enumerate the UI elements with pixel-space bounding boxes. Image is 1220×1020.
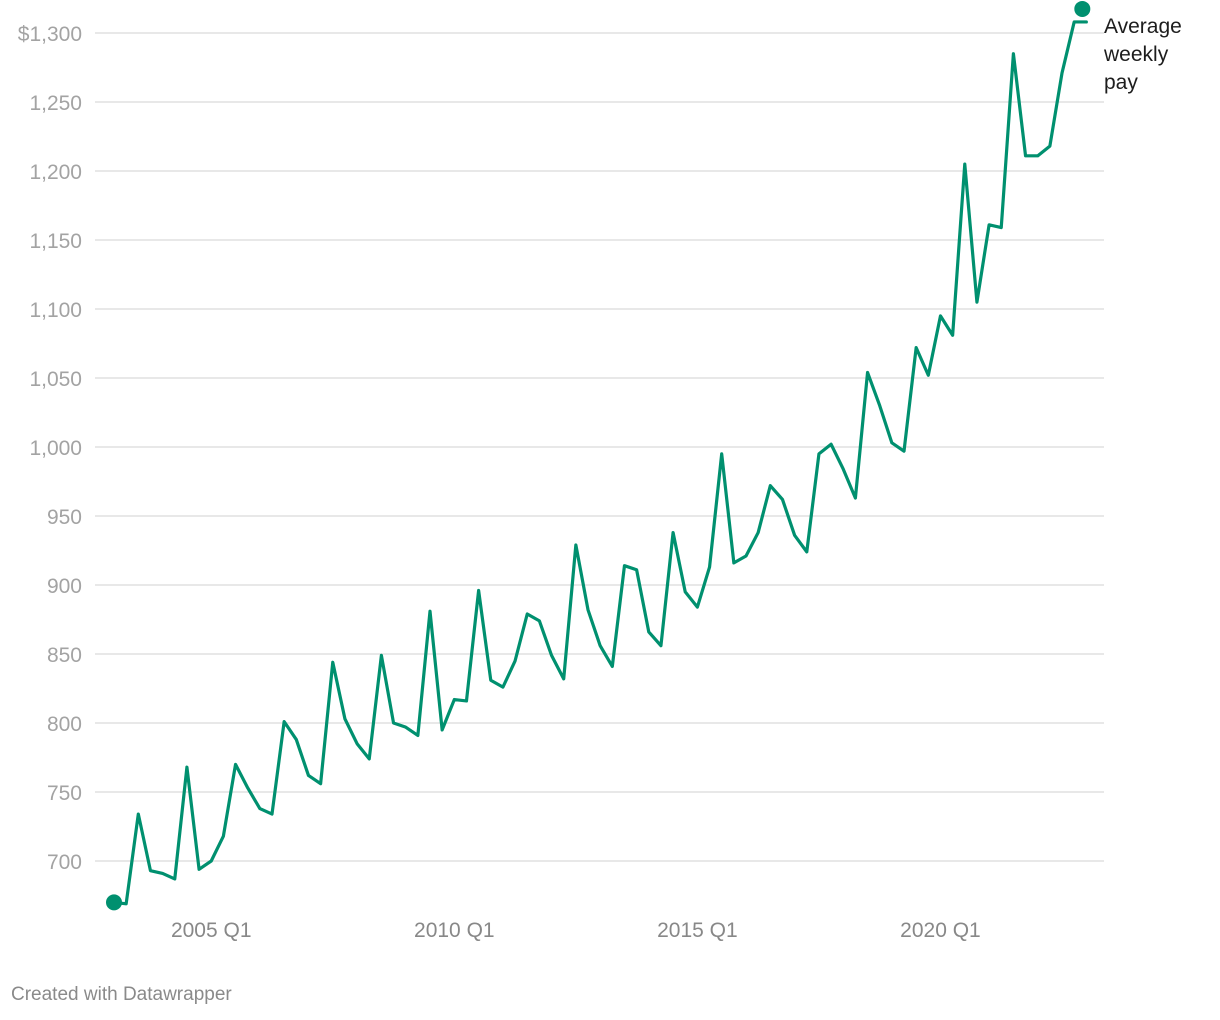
series-label: Average weekly pay (1103, 15, 1188, 94)
y-axis-ticks: $1,300 1,250 1,200 1,150 1,100 1,050 1,000 950 9… (18, 23, 82, 874)
y-tick-label: 1,050 (29, 368, 82, 391)
end-point (1074, 0, 1091, 17)
y-tick-label: 1,250 (29, 92, 82, 115)
line-chart: $1,300 1,250 1,200 1,150 1,100 1,050 1,000 950 9… (18, 0, 1188, 942)
x-tick-label: 2015 Q1 (657, 919, 738, 942)
y-tick-label: 700 (47, 851, 82, 874)
series-line-average-weekly-pay (112, 20, 1088, 906)
series-label-line: Average (1104, 15, 1182, 38)
y-tick-label: 800 (47, 713, 82, 736)
y-tick-label: 1,200 (29, 161, 82, 184)
series-label-line: pay (1104, 71, 1138, 94)
x-tick-label: 2010 Q1 (414, 919, 495, 942)
y-tick-label: 1,100 (29, 299, 82, 322)
x-axis-ticks: 2005 Q1 2010 Q1 2015 Q1 2020 Q1 (171, 919, 981, 942)
y-tick-label: 850 (47, 644, 82, 667)
start-point (106, 894, 122, 911)
y-tick-label: $1,300 (18, 23, 82, 46)
series-label-line: weekly (1103, 43, 1169, 66)
y-tick-label: 1,150 (29, 230, 82, 253)
y-tick-label: 750 (47, 782, 82, 805)
series-layer (106, 0, 1091, 911)
credit-text: Created with Datawrapper (11, 984, 232, 1005)
x-tick-label: 2020 Q1 (900, 919, 981, 942)
y-tick-label: 900 (47, 575, 82, 598)
x-tick-label: 2005 Q1 (171, 919, 252, 942)
y-tick-label: 950 (47, 506, 82, 529)
grid-lines (95, 32, 1104, 862)
y-tick-label: 1,000 (29, 437, 82, 460)
